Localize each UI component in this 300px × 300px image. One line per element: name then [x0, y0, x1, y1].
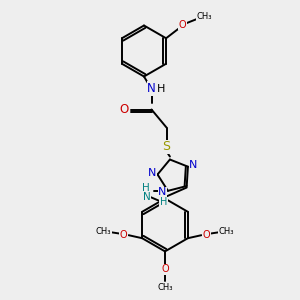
Text: O: O — [120, 230, 127, 240]
Text: H: H — [142, 183, 150, 193]
Text: N: N — [189, 160, 197, 170]
Text: S: S — [163, 140, 170, 154]
Text: CH₃: CH₃ — [196, 12, 212, 21]
Text: N: N — [143, 192, 151, 202]
Text: O: O — [161, 264, 169, 274]
Text: N: N — [147, 82, 156, 95]
Text: O: O — [179, 20, 186, 30]
Text: O: O — [203, 230, 210, 240]
Text: CH₃: CH₃ — [157, 283, 173, 292]
Text: H: H — [160, 197, 167, 207]
Text: CH₃: CH₃ — [96, 227, 112, 236]
Text: CH₃: CH₃ — [218, 227, 234, 236]
Text: O: O — [119, 103, 128, 116]
Text: H: H — [157, 83, 165, 94]
Text: N: N — [158, 187, 167, 197]
Text: N: N — [148, 168, 156, 178]
